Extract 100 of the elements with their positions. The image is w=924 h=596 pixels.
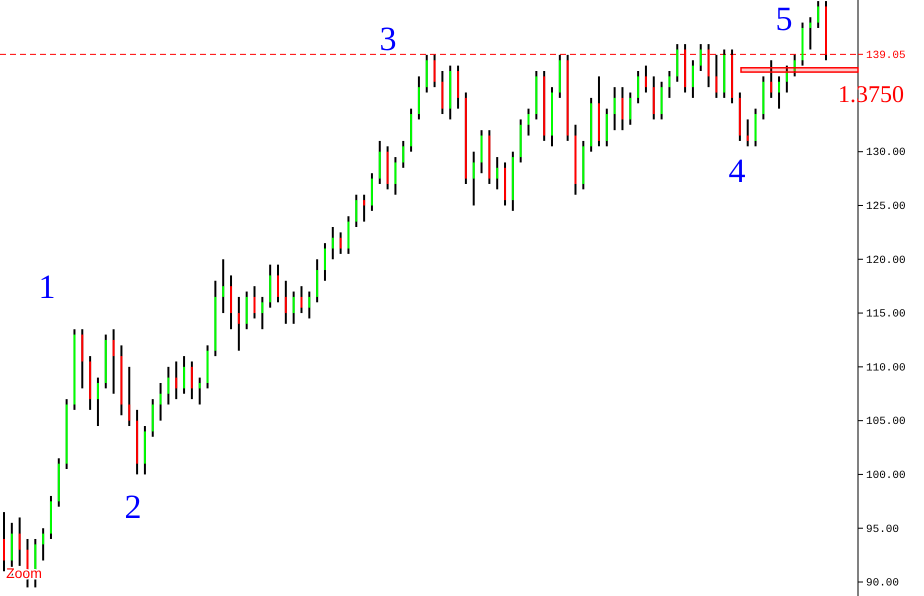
candlestick — [284, 280, 287, 325]
candlestick — [644, 64, 647, 94]
candlestick — [324, 242, 326, 282]
candlestick — [332, 226, 334, 260]
candlestick — [629, 92, 632, 126]
y-tick-label: 95.00 — [866, 524, 900, 536]
candlestick — [230, 274, 232, 330]
candlestick — [50, 494, 52, 540]
candlestick — [214, 280, 216, 358]
candlestick — [120, 344, 122, 416]
candlestick — [426, 54, 428, 94]
candlestick — [42, 527, 44, 562]
candlestick — [504, 161, 506, 206]
y-tick-label: 115.00 — [866, 308, 906, 321]
candlestick — [96, 376, 99, 428]
candlestick — [637, 70, 640, 104]
annotation: 1 — [38, 269, 56, 306]
candlestick — [480, 129, 483, 174]
candlestick — [692, 59, 694, 99]
candlestick — [386, 145, 389, 190]
candlestick — [488, 129, 490, 185]
candlestick — [535, 70, 538, 120]
candlestick — [277, 264, 279, 304]
candlestick — [770, 59, 772, 99]
candlestick — [738, 92, 741, 142]
y-tick-label: 105.00 — [866, 416, 906, 428]
candlestick — [167, 366, 170, 406]
candlestick — [566, 54, 569, 142]
candlestick — [104, 334, 107, 390]
candlestick — [668, 70, 670, 99]
candlestick — [18, 516, 21, 567]
candlestick — [183, 355, 186, 395]
candlestick — [574, 124, 576, 196]
candlestick — [269, 264, 272, 309]
candlestick — [206, 344, 209, 390]
annotation: 3 — [380, 21, 396, 58]
candlestick — [449, 64, 452, 120]
candlestick — [418, 75, 420, 120]
candlestick — [222, 258, 224, 314]
candlestick — [254, 285, 256, 320]
y-tick-label: 110.00 — [866, 362, 906, 374]
candlestick — [700, 43, 702, 72]
candlestick — [73, 328, 76, 411]
candlestick — [238, 296, 240, 352]
candlestick — [652, 75, 655, 120]
candlestick — [3, 511, 5, 572]
candlestick — [441, 70, 444, 116]
candlestick — [786, 64, 788, 94]
candlestick — [809, 16, 812, 50]
candlestick — [81, 328, 84, 390]
candlestick — [457, 64, 460, 110]
candlestick — [723, 48, 726, 99]
candlestick — [355, 194, 358, 228]
candlestick — [175, 360, 178, 400]
candlestick — [660, 80, 663, 120]
candlestick — [160, 382, 162, 422]
candlestick — [582, 140, 584, 190]
candlestick — [190, 360, 193, 400]
ref-line-label: 139.05 — [866, 50, 906, 62]
y-tick-label: 120.00 — [866, 254, 906, 267]
candlestick — [370, 172, 373, 212]
candlestick — [512, 150, 514, 212]
candlestick — [520, 118, 522, 164]
candlestick — [363, 194, 366, 223]
candlestick — [754, 108, 757, 148]
candlestick — [614, 86, 616, 132]
annotation: 5 — [776, 1, 792, 38]
candlestick — [144, 425, 146, 476]
candlestick — [676, 43, 678, 83]
candlestick — [136, 408, 138, 476]
candlestick — [528, 108, 530, 137]
candlestick — [66, 398, 68, 470]
candlestick — [472, 150, 475, 206]
candlestick — [621, 86, 624, 132]
candlestick — [58, 457, 60, 508]
candlestick — [746, 118, 749, 148]
annotation: 2 — [124, 489, 142, 526]
candlestick — [378, 140, 381, 185]
candlestick — [558, 54, 561, 99]
candlestick — [261, 296, 264, 330]
annotation: 4 — [728, 153, 746, 190]
candlestick — [128, 366, 130, 428]
candlestick — [246, 290, 248, 330]
candlestick — [112, 328, 115, 395]
candlestick — [198, 376, 201, 406]
candlestick — [551, 86, 553, 148]
candlestick — [410, 108, 412, 153]
y-tick-label: 125.00 — [866, 201, 906, 213]
candlestick — [606, 108, 608, 148]
candlestick — [464, 92, 467, 185]
candlestick — [402, 140, 404, 169]
candlestick — [89, 355, 92, 411]
candlestick — [590, 96, 592, 153]
candlestick — [308, 290, 310, 320]
candlestick — [543, 70, 546, 142]
candlestick — [496, 156, 498, 190]
y-tick-label: 90.00 — [866, 578, 900, 590]
candlestick — [794, 54, 796, 78]
y-tick-label: 130.00 — [866, 147, 906, 160]
candlestick — [778, 75, 780, 110]
